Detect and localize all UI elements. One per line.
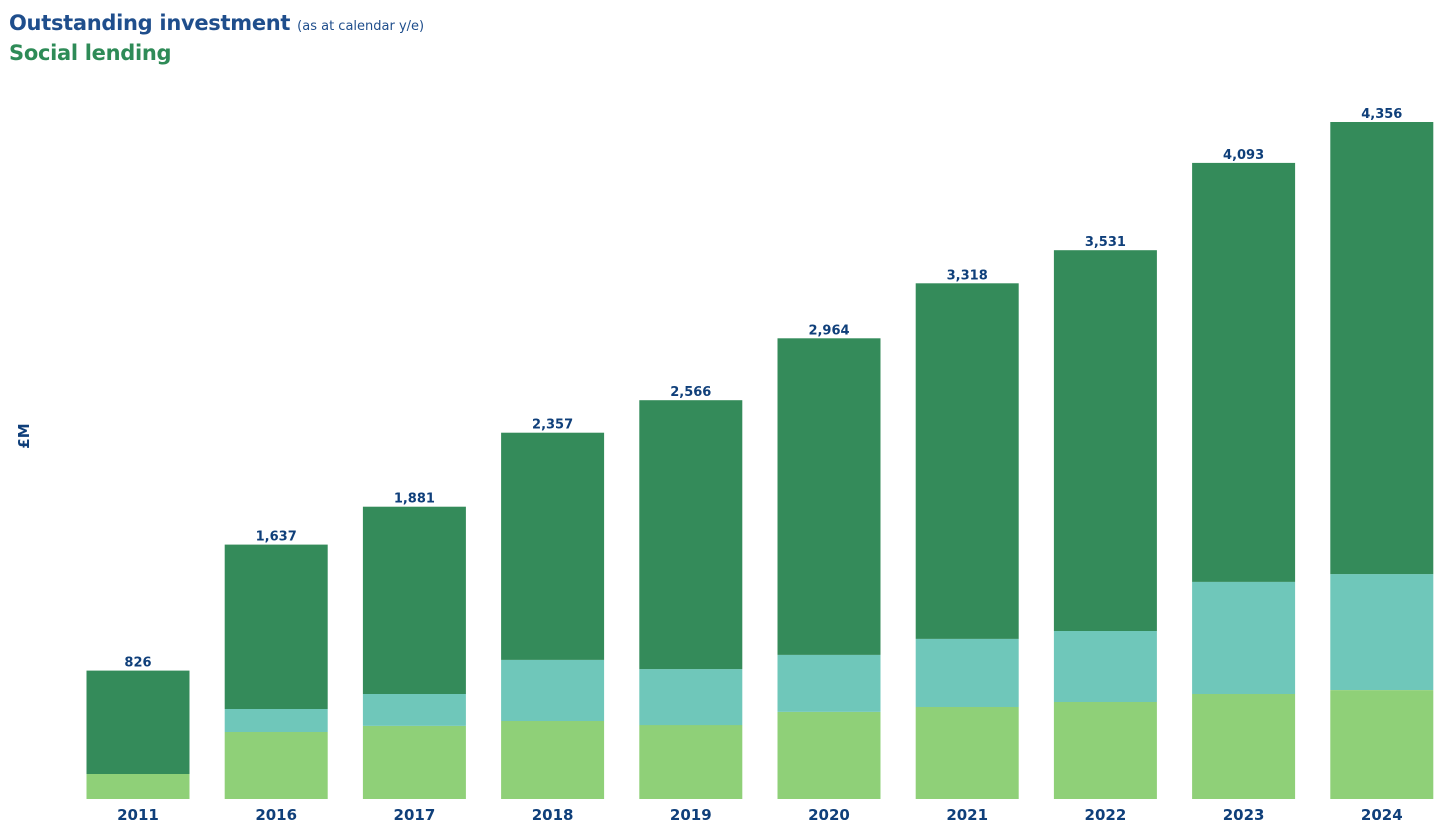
bar-2018-segment-1 [501, 721, 605, 799]
y-axis-label: £M [15, 423, 33, 448]
chart-title-text: Outstanding investment [9, 11, 291, 35]
bar-2017-segment-3 [362, 506, 466, 694]
x-tick-2020: 2020 [808, 806, 850, 822]
chart-subtitle: Social lending [9, 41, 172, 65]
chart-title-note: (as at calendar y/e) [297, 19, 425, 34]
bar-2023-segment-3 [1192, 162, 1296, 582]
data-label-2018: 2,357 [532, 418, 573, 433]
bar-2024-segment-1 [1330, 690, 1434, 799]
data-label-2022: 3,531 [1085, 235, 1126, 250]
data-label-2020: 2,964 [808, 323, 849, 338]
bar-2016-segment-2 [224, 709, 328, 732]
bar-2024-segment-2 [1330, 574, 1434, 690]
bar-2020-segment-3 [777, 338, 881, 655]
x-tick-2024: 2024 [1361, 806, 1403, 822]
bar-2023-segment-2 [1192, 581, 1296, 694]
bar-2018-segment-2 [501, 659, 605, 721]
data-label-2024: 4,356 [1361, 107, 1402, 122]
bar-2022-segment-2 [1053, 631, 1157, 702]
data-label-2011: 826 [124, 656, 151, 671]
x-tick-2021: 2021 [946, 806, 988, 822]
x-tick-2017: 2017 [394, 806, 436, 822]
bar-2021-segment-3 [915, 283, 1019, 639]
x-tick-2016: 2016 [255, 806, 297, 822]
bar-2021-segment-1 [915, 707, 1019, 799]
bar-2020-segment-1 [777, 712, 881, 799]
x-tick-2011: 2011 [117, 806, 159, 822]
data-labels-group: 826 1,637 1,881 2,357 2,566 2,964 3,318 3,531 4,… [124, 107, 1402, 671]
bar-2022-segment-1 [1053, 702, 1157, 799]
bar-2019-segment-1 [639, 725, 743, 799]
bar-2016-segment-1 [224, 732, 328, 799]
bar-2020-segment-2 [777, 654, 881, 712]
data-label-2021: 3,318 [947, 268, 988, 283]
bar-2016-segment-3 [224, 544, 328, 709]
bar-2011-segment-3 [86, 670, 190, 774]
chart-title: Outstanding investment (as at calendar y… [9, 10, 424, 40]
bar-2018-segment-3 [501, 432, 605, 660]
bar-2017-segment-2 [362, 693, 466, 726]
x-tick-2019: 2019 [670, 806, 712, 822]
data-label-2023: 4,093 [1223, 148, 1264, 163]
title-block: Outstanding investment (as at calendar y… [9, 10, 424, 66]
bar-2022-segment-3 [1053, 250, 1157, 631]
data-label-2016: 1,637 [256, 530, 297, 545]
x-tick-2022: 2022 [1085, 806, 1127, 822]
x-tick-2018: 2018 [532, 806, 574, 822]
data-label-2017: 1,881 [394, 492, 435, 507]
bar-2019-segment-2 [639, 669, 743, 726]
data-label-2019: 2,566 [670, 385, 711, 400]
bar-2017-segment-1 [362, 726, 466, 799]
bar-2024-segment-3 [1330, 122, 1434, 575]
bar-2011-segment-1 [86, 774, 190, 799]
bar-2019-segment-3 [639, 400, 743, 670]
bar-2021-segment-2 [915, 638, 1019, 707]
x-axis-ticks: 2011 2016 2017 2018 2019 2020 2021 2022 2023 2024 [117, 806, 1403, 822]
bar-2023-segment-1 [1192, 693, 1296, 799]
x-tick-2023: 2023 [1223, 806, 1265, 822]
bars-group [86, 122, 1434, 799]
